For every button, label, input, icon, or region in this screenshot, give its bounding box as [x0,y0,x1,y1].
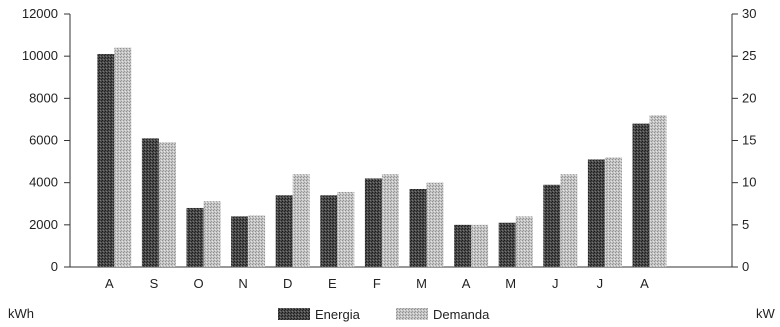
right-tick-label: 0 [742,259,749,274]
category-label: M [416,276,427,291]
bar-demanda [203,201,221,267]
bar-energia [409,188,427,267]
category-label: E [328,276,337,291]
bar-energia [454,224,472,267]
bar-demanda [337,191,355,267]
right-tick-label: 25 [742,48,756,63]
legend-label-energia: Energia [315,307,361,322]
left-axis-unit-label: kWh [8,306,34,321]
bar-demanda [292,174,310,267]
category-label: F [373,276,381,291]
left-tick-label: 0 [51,259,58,274]
category-label: J [597,276,604,291]
bar-demanda [649,115,667,267]
left-tick-label: 10000 [22,48,58,63]
bar-energia [364,178,382,267]
left-tick-label: 2000 [29,217,58,232]
bar-energia [320,195,338,267]
bar-demanda [515,216,533,267]
right-tick-label: 30 [742,6,756,21]
left-tick-label: 8000 [29,90,58,105]
left-tick-label: 6000 [29,133,58,148]
left-tick-label: 4000 [29,175,58,190]
bars [97,47,667,267]
left-axis-ticks: 0 2000 4000 6000 8000 10000 12000 [22,6,70,274]
bar-energia [275,195,293,267]
right-tick-label: 15 [742,133,756,148]
category-label: S [150,276,159,291]
legend-swatch-energia [278,308,310,320]
bar-energia [186,207,204,267]
bar-demanda [158,142,176,267]
right-tick-label: 20 [742,90,756,105]
bar-energia [498,222,516,267]
right-axis-ticks: 0 5 10 15 20 25 30 [732,6,756,274]
bar-demanda [471,224,489,267]
bar-energia [231,216,249,267]
right-axis-unit-label: kW [756,306,776,321]
right-tick-label: 10 [742,175,756,190]
bar-energia [632,123,650,267]
bar-energia [587,159,605,267]
category-label: A [640,276,649,291]
bar-demanda [114,47,132,267]
bar-demanda [604,157,622,267]
bar-demanda [381,174,399,267]
bar-demanda [560,174,578,267]
category-label: O [193,276,203,291]
category-label: M [505,276,516,291]
right-tick-label: 5 [742,217,749,232]
legend-label-demanda: Demanda [433,307,490,322]
bar-energia [141,138,159,267]
category-label: N [238,276,247,291]
left-tick-label: 12000 [22,6,58,21]
legend-swatch-demanda [396,308,428,320]
category-label: J [552,276,559,291]
bar-demanda [248,215,266,267]
bar-energia [97,54,115,267]
bar-energia [543,184,561,267]
category-label: A [462,276,471,291]
legend: Energia Demanda [278,307,490,322]
category-label: A [105,276,114,291]
bar-demanda [426,182,444,267]
category-label: D [283,276,292,291]
